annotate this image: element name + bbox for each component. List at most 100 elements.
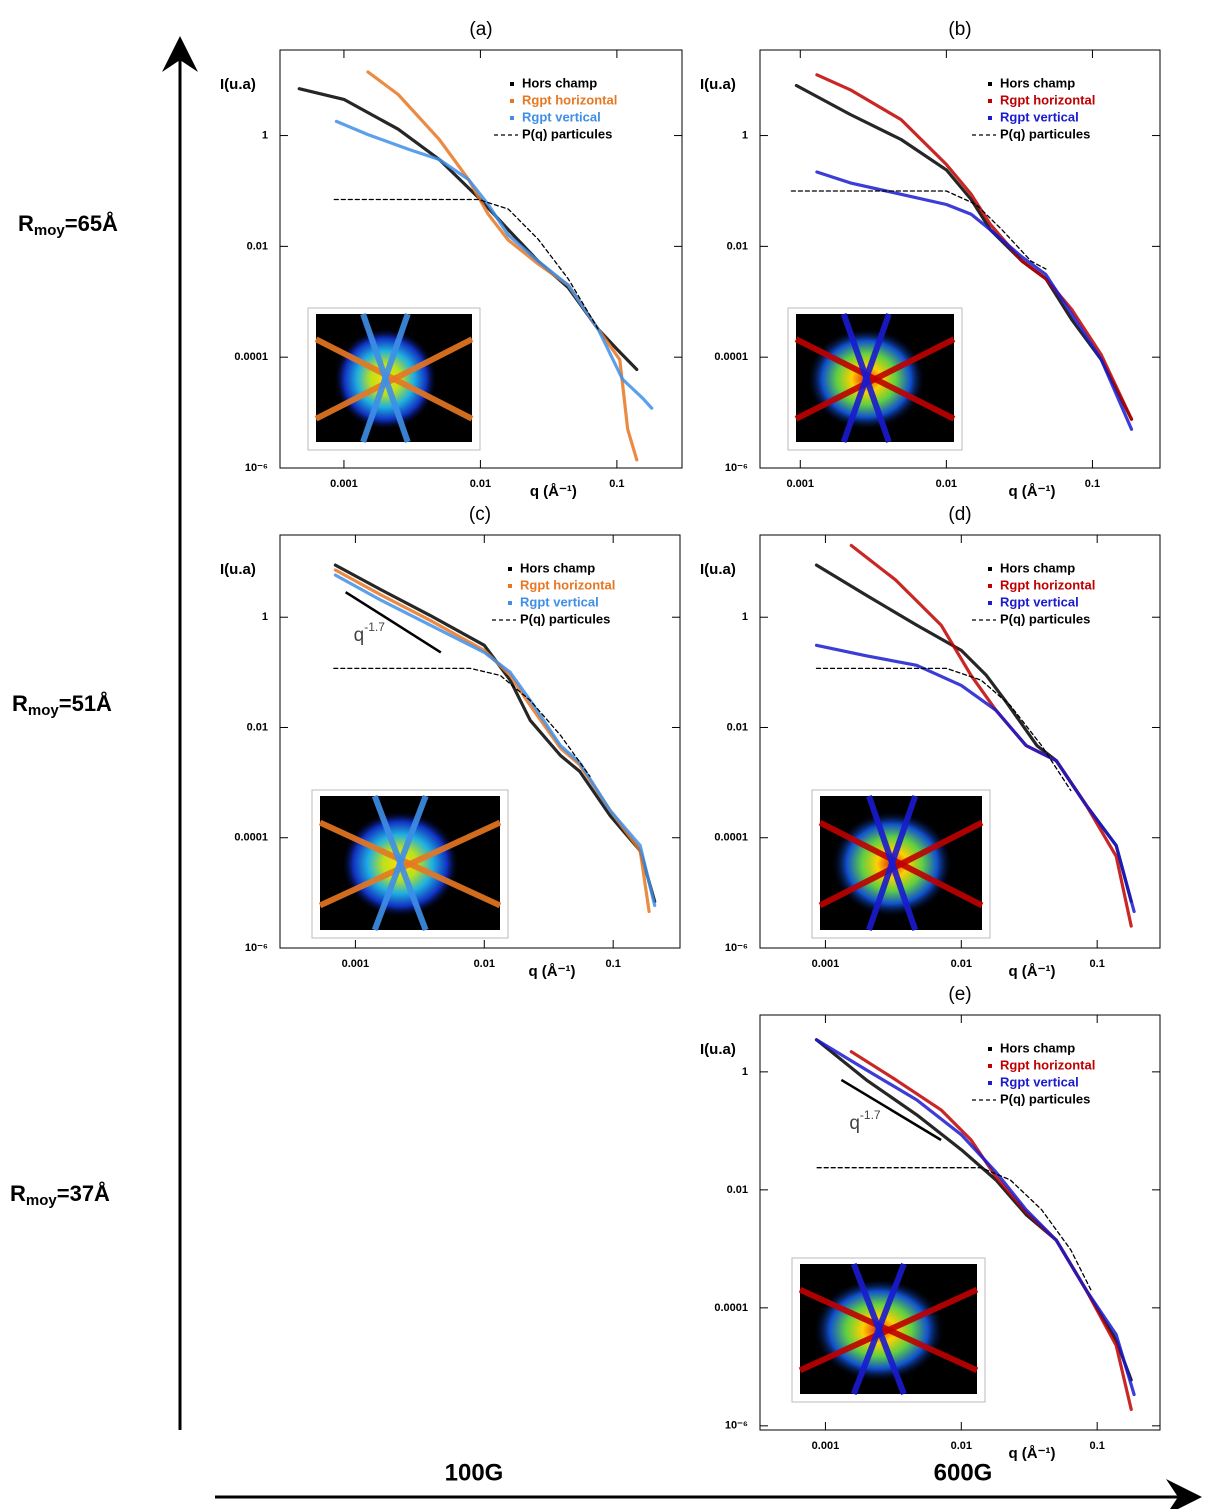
legend-label: P(q) particules: [522, 126, 612, 141]
y-axis-label: I(u.a): [700, 76, 736, 93]
y-tick-label: 1: [742, 1066, 748, 1078]
plot-area: [297, 70, 654, 462]
legend-label: Rgpt horizontal: [1000, 577, 1095, 592]
y-tick-label: 0.01: [727, 1184, 748, 1196]
x-tick-label: 0.1: [606, 958, 621, 970]
x-axis-label: q (Å⁻¹): [1008, 483, 1055, 500]
panel-title: (b): [948, 19, 971, 40]
legend-label: Rgpt horizontal: [1000, 1057, 1095, 1072]
inset-sector: [866, 795, 919, 931]
slope-guide: [840, 1078, 942, 1142]
model-curve: [333, 667, 591, 777]
panel-title: (c): [469, 504, 491, 525]
inset-sector: [794, 336, 956, 422]
row-subscript: moy: [26, 1192, 58, 1209]
legend-label: Rgpt horizontal: [1000, 92, 1095, 107]
x-tick-label: 0.01: [470, 478, 491, 490]
plot-area: [790, 73, 1134, 431]
slope-base: q: [354, 625, 365, 646]
inset-sector: [318, 819, 502, 909]
x-tick-label: 0.001: [812, 1440, 840, 1452]
y-tick-label: 10⁻⁶: [245, 942, 268, 954]
row-subscript: moy: [28, 702, 60, 719]
slope-exponent: -1.7: [364, 620, 385, 634]
plot-area: [333, 563, 657, 914]
data-series: [814, 1038, 1136, 1397]
x-tick-label: 0.1: [1090, 1440, 1105, 1452]
legend-swatch: [988, 82, 992, 86]
plot-frame: [279, 49, 683, 469]
inset-sector: [818, 819, 984, 909]
legend-swatch: [988, 99, 992, 103]
column-label: 600G: [934, 1459, 993, 1486]
plot-area: [814, 1038, 1136, 1411]
legend-label: Hors champ: [1000, 560, 1075, 575]
inset-image: [811, 789, 991, 939]
x-tick-label: 0.01: [951, 958, 972, 970]
y-tick-label: 1: [742, 611, 748, 623]
y-tick-label: 0.0001: [714, 351, 748, 363]
slope-exponent: -1.7: [860, 1108, 881, 1122]
y-tick-label: 1: [742, 129, 748, 141]
row-symbol: R: [12, 691, 28, 716]
plot-area: [814, 543, 1136, 928]
data-series: [814, 643, 1136, 914]
panel: 0.001 0.01 0.1 1 0.01 0.0001 10⁻⁶ (b) I(u.a) q (Å…: [700, 19, 1161, 500]
y-tick-label: 0.01: [727, 721, 748, 733]
panel-title: (d): [948, 504, 971, 525]
x-tick-label: 0.001: [342, 958, 370, 970]
row-subscript: moy: [34, 222, 66, 239]
legend-label: Rgpt vertical: [1000, 1074, 1079, 1089]
legend-swatch: [508, 567, 512, 571]
legend-label: Hors champ: [520, 560, 595, 575]
legend-swatch: [988, 1081, 992, 1085]
legend-label: Rgpt horizontal: [520, 577, 615, 592]
row-label: Rmoy=51Å: [12, 690, 112, 719]
legend-swatch: [510, 116, 514, 120]
legend-label: P(q) particules: [1000, 1091, 1090, 1106]
x-axis-label: q (Å⁻¹): [528, 963, 575, 980]
inset-sector: [371, 794, 429, 932]
legend-label: P(q) particules: [1000, 126, 1090, 141]
row-symbol: R: [10, 1181, 26, 1206]
data-series: [334, 119, 654, 410]
legend-swatch: [988, 584, 992, 588]
y-axis-label: I(u.a): [220, 561, 256, 578]
plot-frame: [759, 534, 1161, 949]
plot-frame: [279, 534, 681, 949]
y-tick-label: 10⁻⁶: [725, 462, 748, 474]
inset-sector: [850, 1262, 907, 1396]
inset-sector: [360, 313, 411, 443]
legend-label: Rgpt vertical: [1000, 594, 1079, 609]
model-curve: [815, 667, 1072, 792]
y-tick-label: 0.0001: [234, 832, 268, 844]
legend-swatch: [988, 567, 992, 571]
legend-swatch: [988, 116, 992, 120]
inset-sector: [314, 336, 474, 422]
panel: 0.001 0.01 0.1 1 0.01 0.0001 10⁻⁶ (d) I(u.a) q (Å…: [700, 504, 1161, 980]
y-tick-label: 0.01: [247, 240, 268, 252]
inset-image: [311, 789, 509, 939]
x-tick-label: 0.1: [1085, 478, 1100, 490]
y-axis-label: I(u.a): [700, 561, 736, 578]
model-curve: [816, 1167, 1092, 1291]
data-series: [849, 1050, 1133, 1411]
legend-label: Rgpt vertical: [522, 109, 601, 124]
data-series: [333, 563, 657, 903]
row-label: Rmoy=37Å: [10, 1180, 110, 1209]
row-value: =37Å: [57, 1180, 110, 1206]
legend-swatch: [508, 601, 512, 605]
panel: 0.001 0.01 0.1 1 0.01 0.0001 10⁻⁶ (a) I(u.a) q (Å…: [220, 19, 683, 500]
data-series: [815, 73, 1134, 421]
legend-label: Rgpt vertical: [520, 594, 599, 609]
y-tick-label: 10⁻⁶: [245, 462, 268, 474]
y-axis-label: I(u.a): [220, 76, 256, 93]
y-tick-label: 0.0001: [714, 1302, 748, 1314]
slope-guide: [344, 591, 442, 654]
inset-sector: [798, 1286, 979, 1374]
x-tick-label: 0.001: [787, 478, 815, 490]
model-curve: [790, 190, 1047, 270]
y-tick-label: 0.0001: [714, 832, 748, 844]
y-axis-label: I(u.a): [700, 1041, 736, 1058]
